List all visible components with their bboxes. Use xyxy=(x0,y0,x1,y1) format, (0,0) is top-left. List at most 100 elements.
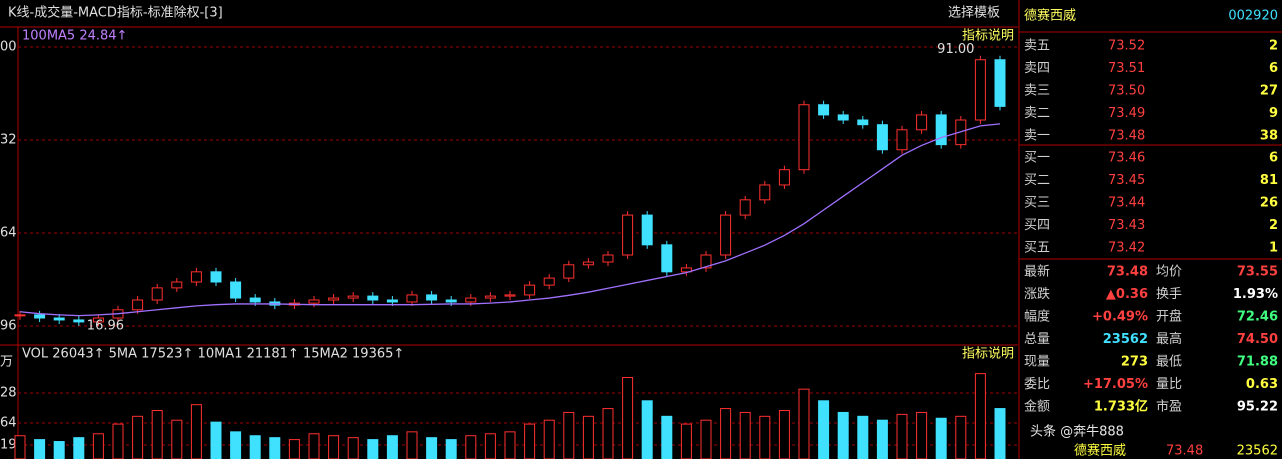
volume-bar xyxy=(230,431,242,459)
book-price: 73.44 xyxy=(1108,196,1145,211)
book-price: 73.49 xyxy=(1108,106,1145,121)
volume-bar xyxy=(818,400,830,459)
book-label: 买五 xyxy=(1024,241,1050,256)
stat-label: 总量 xyxy=(1024,332,1050,347)
candle xyxy=(641,214,653,246)
book-label: 卖三 xyxy=(1024,84,1050,99)
volume-bar xyxy=(328,435,340,459)
volume-bar xyxy=(92,433,104,459)
y-tick-label: 19 xyxy=(0,438,17,453)
footer-name: 德赛西威 xyxy=(1074,443,1126,459)
candle xyxy=(34,314,46,319)
candle xyxy=(426,294,438,301)
candle xyxy=(73,319,85,323)
volume-bar xyxy=(602,408,614,459)
candle xyxy=(190,271,202,283)
candle xyxy=(484,295,496,299)
volume-bar xyxy=(720,408,732,459)
stock-code: 002920 xyxy=(1228,9,1278,24)
volume-bar xyxy=(190,404,202,459)
stat-label: 现量 xyxy=(1024,355,1050,370)
stat-value: 23562 xyxy=(1103,332,1148,347)
candle xyxy=(406,294,418,303)
y-tick-label: 96 xyxy=(0,319,17,334)
candle xyxy=(92,317,104,323)
volume-bar xyxy=(661,415,673,459)
candle xyxy=(230,281,242,299)
book-volume: 6 xyxy=(1269,61,1278,76)
candle xyxy=(347,295,359,299)
volume-bar xyxy=(151,410,163,459)
book-price: 73.42 xyxy=(1108,241,1145,256)
candle xyxy=(974,59,986,121)
watermark: 头条 @奔牛888 xyxy=(1030,424,1124,440)
stat-label: 金额 xyxy=(1024,399,1050,415)
y-tick-label: 64 xyxy=(0,226,17,241)
candle xyxy=(857,119,869,126)
chart-title: K线-成交量-MACD指标-标准除权-[3] xyxy=(8,5,223,21)
candle xyxy=(171,281,183,289)
stat-value: +17.05% xyxy=(1083,377,1148,392)
stat-value: 74.50 xyxy=(1237,332,1278,347)
volume-bar xyxy=(504,431,516,459)
candle xyxy=(994,59,1006,107)
volume-bar xyxy=(210,421,222,459)
volume-bar xyxy=(778,410,790,459)
stat-value: 73.55 xyxy=(1237,265,1278,280)
volume-bar xyxy=(935,417,947,459)
volume-bar xyxy=(406,431,418,459)
book-volume: 81 xyxy=(1260,173,1278,188)
indicator-note[interactable]: 指标说明 xyxy=(962,29,1014,44)
book-price: 73.51 xyxy=(1108,61,1145,76)
volume-bar xyxy=(916,411,928,459)
book-price: 73.50 xyxy=(1108,84,1145,99)
candle xyxy=(53,317,65,321)
volume-bar xyxy=(347,437,359,459)
low-label: 16.96 xyxy=(87,318,124,333)
stat-label: 量比 xyxy=(1156,377,1182,392)
volume-bar xyxy=(955,415,967,459)
volume-bar xyxy=(112,423,124,459)
book-volume: 2 xyxy=(1269,39,1278,54)
y-tick-label: 64 xyxy=(0,416,17,431)
volume-bar xyxy=(484,433,496,459)
candle xyxy=(661,244,673,273)
ma-line xyxy=(19,123,1001,317)
candle xyxy=(249,297,261,303)
volume-bar xyxy=(543,419,555,459)
y-tick-label: 28 xyxy=(0,386,17,401)
book-label: 买二 xyxy=(1024,173,1050,188)
volume-bar xyxy=(759,415,771,459)
volume-bar xyxy=(876,419,888,459)
book-volume: 1 xyxy=(1269,241,1278,256)
volume-bar xyxy=(14,435,26,459)
candle xyxy=(916,114,928,131)
book-volume: 38 xyxy=(1260,129,1278,144)
volume-bar xyxy=(171,419,183,459)
stat-value: 0.63 xyxy=(1246,377,1278,392)
book-label: 买四 xyxy=(1024,218,1050,233)
footer-volume: 23562 xyxy=(1237,444,1278,459)
footer-price: 73.48 xyxy=(1166,444,1203,459)
template-button[interactable]: 选择模板 xyxy=(948,6,1000,21)
candle xyxy=(798,104,810,171)
indicator-note[interactable]: 指标说明 xyxy=(962,347,1014,362)
stat-label: 均价 xyxy=(1156,265,1182,280)
candle xyxy=(739,199,751,216)
candle xyxy=(622,214,634,256)
candle xyxy=(563,264,575,279)
candle xyxy=(367,295,379,301)
volume-bar xyxy=(798,388,810,459)
stock-name: 德赛西威 xyxy=(1024,8,1076,24)
book-price: 73.46 xyxy=(1108,151,1145,166)
candle xyxy=(386,299,398,303)
volume-bar xyxy=(524,423,536,459)
volume-label: VOL 26043↑ 5MA 17523↑ 10MA1 21181↑ 15MA2… xyxy=(22,347,404,362)
high-label: 91.00 xyxy=(937,42,974,57)
volume-bar xyxy=(563,411,575,459)
volume-bar xyxy=(622,377,634,459)
candle xyxy=(896,129,908,151)
stat-label: 换手 xyxy=(1156,287,1182,302)
candle xyxy=(308,299,320,304)
